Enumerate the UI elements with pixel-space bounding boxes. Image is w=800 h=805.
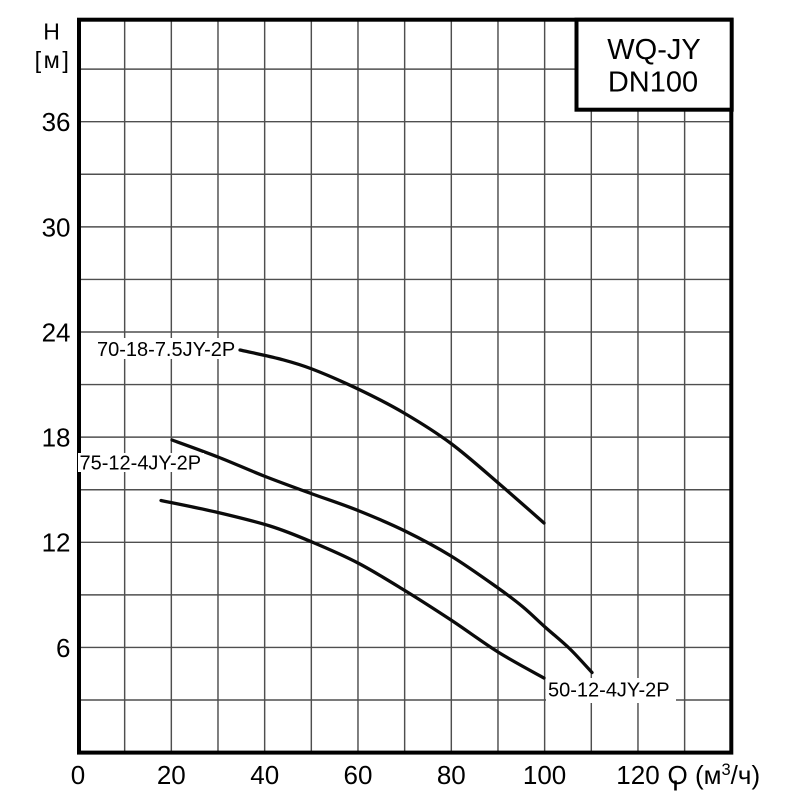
svg-text:60: 60 — [344, 760, 373, 790]
svg-text:70-18-7.5JY-2P: 70-18-7.5JY-2P — [97, 339, 235, 361]
svg-text:[м]: [м] — [35, 47, 72, 73]
svg-text:WQ-JY: WQ-JY — [607, 34, 700, 66]
svg-text:80: 80 — [437, 760, 466, 790]
svg-text:H: H — [43, 19, 60, 45]
svg-text:24: 24 — [42, 317, 71, 347]
svg-text:40: 40 — [250, 760, 279, 790]
svg-text:12: 12 — [42, 528, 71, 558]
svg-text:DN100: DN100 — [608, 67, 698, 99]
svg-text:O (м3/ч): O (м3/ч) — [668, 760, 761, 790]
svg-text:18: 18 — [42, 423, 71, 453]
svg-text:50-12-4JY-2P: 50-12-4JY-2P — [548, 680, 670, 702]
svg-text:100: 100 — [523, 760, 566, 790]
svg-text:0: 0 — [71, 760, 85, 790]
svg-text:120: 120 — [616, 760, 659, 790]
svg-text:36: 36 — [42, 107, 71, 137]
svg-text:30: 30 — [42, 212, 71, 242]
svg-text:6: 6 — [56, 633, 70, 663]
svg-text:75-12-4JY-2P: 75-12-4JY-2P — [80, 453, 202, 475]
svg-text:20: 20 — [157, 760, 186, 790]
